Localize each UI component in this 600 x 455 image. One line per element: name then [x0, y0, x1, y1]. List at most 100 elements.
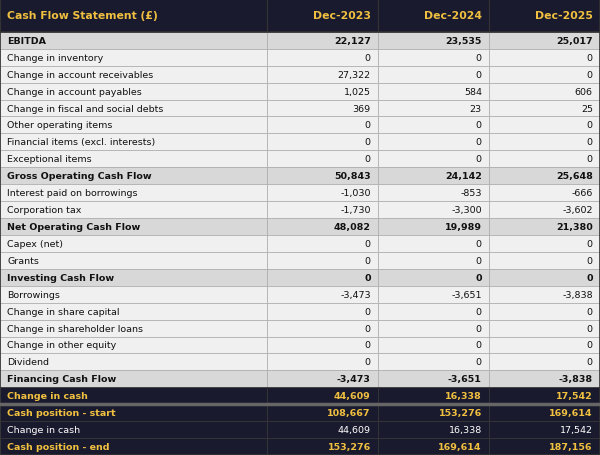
Bar [267, 50, 378, 66]
Text: 0: 0 [365, 54, 371, 63]
Text: 21,380: 21,380 [556, 222, 593, 232]
Bar [0, 0, 267, 33]
Text: Other operating items: Other operating items [7, 121, 113, 130]
Bar [267, 66, 378, 83]
Text: 0: 0 [587, 239, 593, 248]
Bar [489, 235, 600, 253]
Text: 0: 0 [365, 256, 371, 265]
Text: 584: 584 [464, 87, 482, 96]
Text: Change in cash: Change in cash [7, 391, 88, 400]
Text: 23,535: 23,535 [445, 37, 482, 46]
Bar [267, 235, 378, 253]
Bar [267, 303, 378, 320]
Text: 0: 0 [365, 324, 371, 333]
Bar [267, 117, 378, 134]
Text: 0: 0 [586, 273, 593, 282]
Bar [378, 33, 489, 50]
Text: Investing Cash Flow: Investing Cash Flow [7, 273, 115, 282]
Text: Cash position - start: Cash position - start [7, 408, 116, 417]
Text: 169,614: 169,614 [550, 408, 593, 417]
Bar [489, 370, 600, 388]
Text: 17,542: 17,542 [560, 425, 593, 434]
Text: 606: 606 [575, 87, 593, 96]
Text: Change in fiscal and social debts: Change in fiscal and social debts [7, 104, 164, 113]
Bar [489, 421, 600, 438]
Text: 0: 0 [587, 358, 593, 367]
Text: 369: 369 [353, 104, 371, 113]
Text: 24,142: 24,142 [445, 172, 482, 181]
Text: 0: 0 [476, 307, 482, 316]
Bar [378, 388, 489, 404]
Bar [0, 269, 267, 286]
Text: Change in account receivables: Change in account receivables [7, 71, 154, 80]
Bar [0, 421, 267, 438]
Bar [489, 100, 600, 117]
Bar [378, 117, 489, 134]
Bar [0, 83, 267, 100]
Bar [267, 337, 378, 354]
Text: Financing Cash Flow: Financing Cash Flow [7, 374, 116, 384]
Text: 16,338: 16,338 [449, 425, 482, 434]
Text: 1,025: 1,025 [344, 87, 371, 96]
Text: 0: 0 [587, 341, 593, 350]
Text: -3,473: -3,473 [340, 290, 371, 299]
Bar [0, 370, 267, 388]
Text: 19,989: 19,989 [445, 222, 482, 232]
Text: 0: 0 [587, 138, 593, 147]
Bar [0, 218, 267, 235]
Bar [267, 370, 378, 388]
Bar [378, 83, 489, 100]
Text: 0: 0 [365, 239, 371, 248]
Bar [267, 286, 378, 303]
Text: Change in share capital: Change in share capital [7, 307, 120, 316]
Text: 0: 0 [365, 307, 371, 316]
Text: -3,602: -3,602 [562, 206, 593, 215]
Text: 0: 0 [476, 155, 482, 164]
Text: Grants: Grants [7, 256, 39, 265]
Text: 0: 0 [587, 324, 593, 333]
Text: Gross Operating Cash Flow: Gross Operating Cash Flow [7, 172, 152, 181]
Bar [0, 253, 267, 269]
Bar [0, 404, 267, 421]
Bar [489, 303, 600, 320]
Text: -3,651: -3,651 [451, 290, 482, 299]
Text: 0: 0 [365, 358, 371, 367]
Bar [267, 438, 378, 455]
Bar [378, 286, 489, 303]
Bar [267, 151, 378, 168]
Text: 0: 0 [476, 121, 482, 130]
Bar [489, 202, 600, 218]
Text: -3,473: -3,473 [337, 374, 371, 384]
Text: 0: 0 [587, 155, 593, 164]
Bar [267, 388, 378, 404]
Bar [0, 388, 267, 404]
Text: 0: 0 [365, 121, 371, 130]
Bar [489, 354, 600, 370]
Bar [267, 421, 378, 438]
Bar [489, 50, 600, 66]
Text: 22,127: 22,127 [334, 37, 371, 46]
Text: EBITDA: EBITDA [7, 37, 46, 46]
Bar [489, 218, 600, 235]
Text: 0: 0 [587, 307, 593, 316]
Bar [378, 134, 489, 151]
Text: Change in shareholder loans: Change in shareholder loans [7, 324, 143, 333]
Bar [267, 218, 378, 235]
Bar [489, 253, 600, 269]
Bar [378, 354, 489, 370]
Text: 169,614: 169,614 [438, 442, 482, 451]
Bar [267, 168, 378, 185]
Bar [267, 253, 378, 269]
Text: 0: 0 [587, 71, 593, 80]
Bar [489, 117, 600, 134]
Text: Corporation tax: Corporation tax [7, 206, 82, 215]
Bar [378, 303, 489, 320]
Bar [378, 50, 489, 66]
Bar [378, 438, 489, 455]
Text: 0: 0 [587, 121, 593, 130]
Bar [267, 202, 378, 218]
Text: 0: 0 [365, 341, 371, 350]
Bar [378, 370, 489, 388]
Bar [0, 100, 267, 117]
Bar [378, 253, 489, 269]
